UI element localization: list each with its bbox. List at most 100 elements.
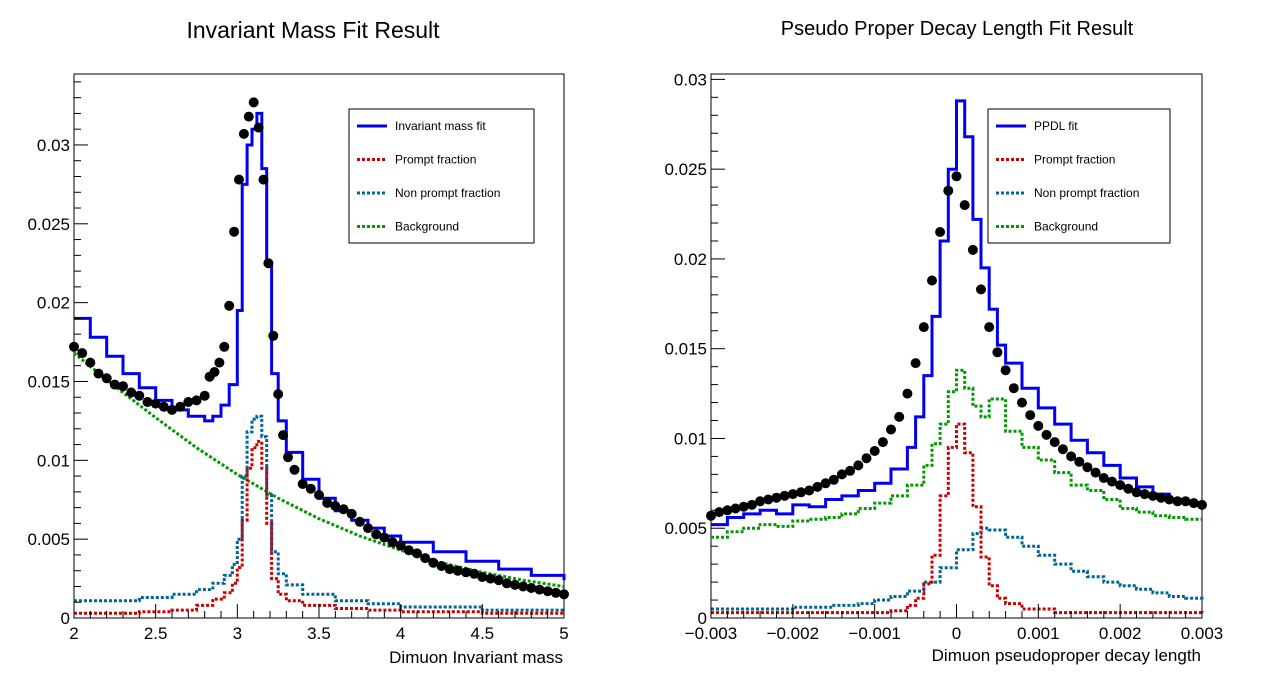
data-point: [338, 504, 349, 515]
data-point: [1041, 429, 1052, 440]
x-tick-label: 2: [69, 624, 78, 643]
panel-title: Pseudo Proper Decay Length Fit Result: [781, 18, 1134, 40]
axes: −0.003 −0.002 −0.001 0 0.001 0.002 0.003 0 0.005…: [664, 70, 1223, 643]
legend-entry: Prompt fraction: [395, 153, 476, 167]
y-tick-label: 0.02: [674, 250, 707, 269]
data-point: [1017, 397, 1027, 408]
x-tick-label: 3.5: [307, 624, 331, 643]
y-tick-label: 0: [698, 609, 707, 628]
series-line-0: [74, 111, 566, 581]
data-point: [134, 390, 145, 401]
data-point: [1082, 462, 1093, 473]
data-point: [967, 244, 978, 255]
data-point: [501, 578, 512, 589]
data-point: [363, 523, 373, 534]
data-point: [730, 503, 741, 514]
data-point: [330, 501, 341, 511]
x-tick-label: −0.003: [685, 624, 737, 643]
data-point: [1172, 496, 1183, 507]
data-point: [150, 398, 161, 409]
data-point: [820, 478, 831, 489]
data-points: [69, 97, 569, 600]
data-point: [1147, 490, 1158, 501]
x-tick-label: 4: [396, 624, 405, 643]
data-point: [238, 128, 249, 139]
data-point: [828, 474, 839, 485]
data-point: [346, 508, 357, 519]
data-point: [118, 381, 128, 392]
data-point: [109, 379, 120, 390]
series-line-0: [711, 99, 1204, 527]
data-point: [738, 501, 749, 512]
legend-entry: Non prompt fraction: [1034, 186, 1139, 200]
data-point: [992, 347, 1003, 358]
data-point: [746, 499, 757, 510]
data-point: [263, 258, 274, 269]
data-point: [510, 579, 520, 590]
series-line-1: [74, 439, 564, 615]
y-tick-label: 0.025: [27, 215, 70, 234]
data-point: [853, 460, 864, 471]
data-point: [1188, 498, 1199, 509]
data-point: [1098, 473, 1109, 483]
series-line-2: [74, 414, 566, 612]
data-point: [722, 505, 733, 516]
y-tick-label: 0.005: [27, 530, 70, 549]
data-point: [518, 581, 529, 592]
data-point: [1115, 480, 1126, 491]
data-point: [248, 97, 259, 108]
series-line-3: [711, 368, 1202, 539]
data-point: [1057, 444, 1068, 455]
x-tick-label: 5: [559, 624, 568, 643]
legend-entry: Background: [1034, 220, 1098, 234]
data-point: [258, 174, 269, 185]
data-point: [461, 567, 471, 578]
data-point: [1000, 365, 1011, 376]
data-point: [314, 490, 324, 500]
data-point: [714, 507, 725, 518]
data-point: [428, 557, 439, 568]
y-tick-label: 0.015: [664, 340, 707, 359]
data-point: [984, 322, 995, 333]
data-point: [224, 300, 235, 311]
data-point: [1164, 494, 1175, 505]
data-point: [763, 494, 774, 505]
data-point: [69, 341, 79, 352]
data-point: [209, 367, 220, 377]
data-point: [1107, 476, 1117, 487]
x-axis-label: Dimuon pseudoproper decay length: [932, 646, 1201, 665]
data-point: [1156, 492, 1167, 503]
data-point: [379, 532, 390, 543]
data-point: [278, 430, 289, 441]
data-point: [485, 573, 496, 584]
data-point: [158, 401, 169, 412]
data-point: [214, 357, 225, 368]
data-point: [371, 529, 382, 540]
legend: Invariant mass fit Prompt fraction Non pro…: [348, 108, 535, 244]
data-point: [1025, 410, 1036, 421]
data-point: [268, 330, 279, 341]
y-tick-label: 0.02: [37, 294, 70, 313]
data-point: [1033, 420, 1044, 431]
plot-area: [69, 97, 569, 615]
data-point: [779, 490, 790, 501]
data-point: [1074, 456, 1085, 467]
data-point: [77, 348, 88, 359]
data-point: [183, 397, 194, 407]
data-point: [1139, 489, 1150, 500]
data-point: [126, 387, 137, 398]
legend-entry: Non prompt fraction: [395, 186, 500, 200]
data-point: [444, 564, 455, 575]
data-point: [289, 464, 300, 475]
data-point: [796, 487, 806, 498]
data-point: [253, 122, 264, 133]
data-point: [229, 226, 240, 237]
y-tick-label: 0: [61, 609, 70, 628]
data-point: [894, 411, 905, 422]
data-point: [175, 401, 186, 412]
data-point: [927, 275, 937, 286]
data-point: [452, 565, 463, 576]
data-point: [861, 453, 872, 464]
data-point: [959, 200, 970, 211]
data-point: [199, 390, 210, 401]
